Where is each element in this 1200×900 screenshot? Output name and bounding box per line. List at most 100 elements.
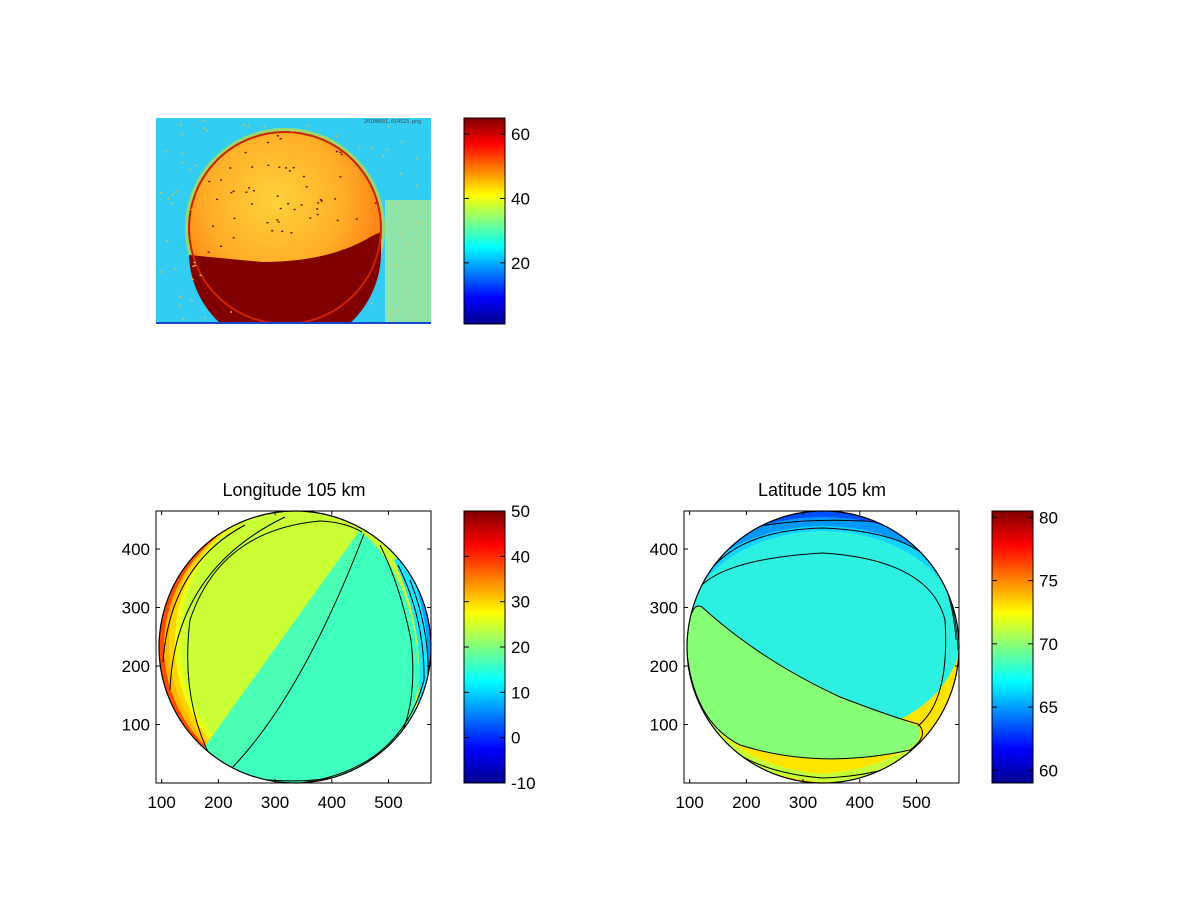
noise-speck	[355, 218, 358, 220]
noise-speck	[164, 150, 167, 153]
noise-speck	[291, 130, 294, 132]
noise-speck	[230, 191, 233, 194]
image-panel: 20100601.014523.png 20 40 60	[156, 117, 530, 325]
noise-speck	[191, 278, 194, 281]
noise-speck	[249, 306, 252, 308]
colorbar-tick-label: 80	[1039, 508, 1058, 527]
x-tick-label: 500	[902, 793, 930, 812]
y-tick-label: 100	[122, 716, 150, 735]
noise-speck	[415, 184, 418, 187]
noise-speck	[339, 176, 342, 178]
noise-speck	[290, 232, 293, 234]
noise-speck	[220, 179, 223, 181]
noise-speck	[222, 296, 225, 299]
image-right-glow	[385, 200, 431, 324]
noise-speck	[336, 219, 339, 222]
noise-speck	[212, 225, 215, 227]
colorbar-tick-label: 20	[511, 638, 530, 657]
noise-speck	[247, 125, 250, 127]
noise-speck	[300, 204, 303, 206]
x-tick-label: 300	[261, 793, 289, 812]
noise-speck	[216, 198, 219, 201]
noise-speck	[159, 191, 162, 194]
colorbar-tick-label: 60	[1039, 761, 1058, 780]
noise-speck	[203, 127, 206, 129]
noise-speck	[420, 230, 423, 233]
noise-speck	[279, 267, 282, 270]
noise-speck	[316, 213, 319, 216]
noise-speck	[336, 293, 339, 296]
noise-speck	[371, 147, 374, 149]
noise-speck	[194, 164, 197, 167]
noise-speck	[230, 273, 233, 275]
noise-speck	[279, 207, 282, 210]
noise-speck	[279, 138, 282, 140]
noise-speck	[245, 191, 248, 193]
noise-speck	[220, 267, 223, 270]
noise-speck	[360, 276, 363, 278]
y-tick-label: 200	[122, 657, 150, 676]
colorbar-tick-label: 40	[511, 189, 530, 208]
x-tick-label: 400	[846, 793, 874, 812]
x-tick-label: 200	[204, 793, 232, 812]
noise-speck	[205, 130, 208, 132]
x-tick-label: 100	[675, 793, 703, 812]
noise-speck	[319, 199, 322, 201]
noise-speck	[397, 309, 400, 311]
noise-speck	[334, 198, 337, 200]
noise-speck	[371, 261, 374, 263]
noise-speck	[417, 222, 420, 225]
noise-speck	[329, 285, 332, 288]
noise-speck	[192, 265, 195, 268]
noise-speck	[316, 312, 319, 315]
noise-speck	[251, 166, 254, 168]
noise-speck	[204, 317, 207, 319]
noise-speck	[232, 237, 235, 239]
noise-speck	[244, 151, 247, 154]
latitude-axes-frame	[683, 510, 960, 784]
noise-speck	[340, 153, 343, 156]
colorbar-tick-label: 75	[1039, 572, 1058, 591]
noise-speck	[266, 141, 269, 144]
colorbar-tick-label: 40	[511, 547, 530, 566]
noise-speck	[307, 124, 310, 127]
noise-speck	[351, 247, 354, 250]
longitude-panel: Longitude 105 km 100 200 300 400 50	[122, 480, 536, 812]
noise-speck	[389, 313, 392, 316]
noise-speck	[382, 155, 385, 158]
noise-speck	[387, 125, 390, 128]
image-stamp: 20100601.014523.png	[364, 119, 421, 125]
noise-speck	[190, 299, 193, 302]
longitude-axes-frame	[155, 510, 432, 784]
noise-speck	[202, 120, 205, 122]
colorbar-latitude	[991, 510, 1034, 784]
noise-speck	[208, 180, 211, 183]
noise-speck	[402, 255, 405, 257]
noise-speck	[165, 240, 168, 242]
noise-speck	[285, 167, 288, 169]
longitude-title: Longitude 105 km	[222, 480, 365, 500]
noise-speck	[276, 195, 279, 197]
noise-speck	[167, 197, 170, 200]
noise-speck	[396, 264, 399, 266]
noise-speck	[362, 250, 365, 252]
colorbar-tick-label: 70	[1039, 635, 1058, 654]
y-tick-label: 200	[650, 657, 678, 676]
noise-speck	[175, 191, 178, 193]
noise-speck	[287, 202, 290, 205]
noise-speck	[317, 202, 320, 204]
colorbar-tick-label: 10	[511, 683, 530, 702]
noise-speck	[370, 302, 373, 305]
noise-speck	[374, 202, 377, 204]
x-tick-label: 100	[147, 793, 175, 812]
colorbar-latitude-ticks: 60 65 70 75 80	[992, 508, 1058, 780]
noise-speck	[309, 217, 312, 219]
noise-speck	[335, 150, 338, 153]
noise-speck	[179, 305, 182, 307]
noise-speck	[281, 294, 284, 296]
noise-speck	[417, 241, 420, 244]
noise-speck	[385, 149, 388, 151]
noise-speck	[252, 190, 255, 192]
noise-speck	[263, 126, 266, 128]
noise-speck	[160, 271, 163, 273]
